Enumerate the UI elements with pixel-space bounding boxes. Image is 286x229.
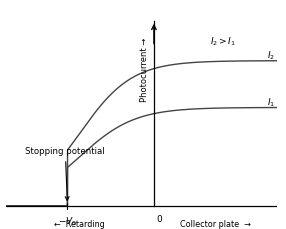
Text: Photocurrent →: Photocurrent →: [140, 37, 150, 101]
Text: 0: 0: [156, 215, 162, 224]
Text: $\mathit{I}_1$: $\mathit{I}_1$: [267, 96, 275, 109]
Text: Collector plate  →
Potential: Collector plate → Potential: [180, 220, 251, 229]
Text: $-V_0$: $-V_0$: [58, 215, 77, 228]
Text: ←  Retarding
Potential: ← Retarding Potential: [54, 220, 105, 229]
Text: $\mathit{I}_2 > \mathit{I}_1$: $\mathit{I}_2 > \mathit{I}_1$: [210, 35, 236, 48]
Text: Stopping potential: Stopping potential: [25, 147, 105, 201]
Text: $\mathit{I}_2$: $\mathit{I}_2$: [267, 49, 275, 62]
